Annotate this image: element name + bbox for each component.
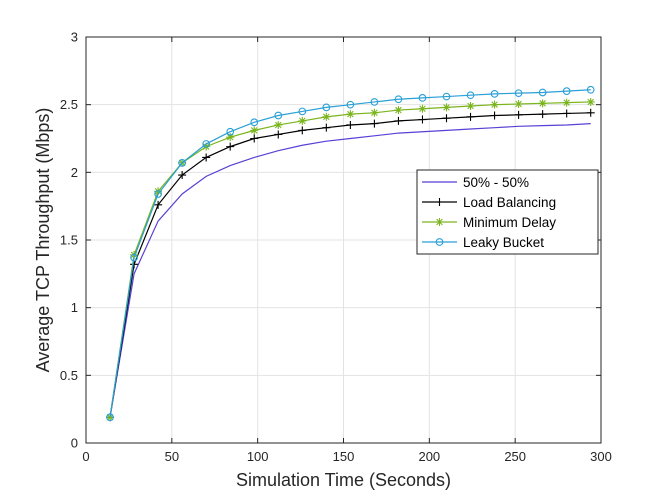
data-point: [490, 100, 499, 109]
data-point: [466, 112, 475, 121]
data-point: [418, 104, 427, 113]
data-point: [298, 126, 307, 135]
data-point: [370, 108, 379, 117]
x-tick-label: 250: [504, 449, 526, 464]
data-point: [346, 110, 355, 119]
data-point: [178, 171, 187, 180]
legend-entry: Load Balancing: [422, 195, 556, 210]
series-1: [106, 108, 595, 422]
legend-marker: [435, 198, 444, 206]
series-2: [106, 97, 595, 422]
legend-label: 50% - 50%: [463, 175, 529, 190]
x-axis-title: Simulation Time (Seconds): [236, 470, 451, 490]
data-point: [346, 120, 355, 129]
data-point: [562, 87, 571, 95]
data-point: [394, 116, 403, 125]
data-point: [562, 98, 571, 107]
data-point: [538, 110, 547, 119]
legend-marker: [435, 218, 444, 226]
data-point: [442, 114, 451, 123]
series-layer: [106, 85, 595, 422]
data-point: [250, 134, 259, 143]
data-point: [226, 127, 235, 136]
data-point: [202, 153, 211, 162]
tick-labels: 0 50 100 150 200 250 300 0 0.5 1 1.5 2 2.5 3: [60, 30, 612, 465]
data-point: [106, 413, 114, 422]
data-point: [370, 119, 379, 128]
legend-entry: Minimum Delay: [422, 215, 556, 230]
series-line: [109, 89, 591, 418]
data-point: [538, 99, 547, 108]
data-point: [322, 123, 331, 132]
data-point: [442, 92, 451, 101]
data-point: [178, 159, 186, 167]
x-tick-label: 50: [165, 449, 179, 464]
legend-label: Leaky Bucket: [463, 235, 544, 250]
legend-entry: 50% - 50%: [422, 175, 529, 190]
data-point: [586, 108, 595, 117]
data-point: [466, 91, 475, 100]
data-point: [514, 89, 523, 98]
data-point: [154, 190, 162, 198]
data-point: [370, 98, 379, 106]
data-point: [586, 97, 595, 106]
data-point: [322, 112, 331, 121]
data-point: [298, 107, 307, 116]
data-point: [154, 187, 163, 196]
data-point: [274, 130, 283, 139]
data-point: [514, 99, 523, 108]
data-point: [130, 253, 138, 262]
y-tick-label: 0.5: [60, 368, 78, 383]
y-tick-label: 0: [71, 436, 78, 451]
series-3: [106, 85, 595, 422]
data-point: [346, 100, 355, 109]
data-point: [466, 102, 475, 111]
y-tick-label: 2.5: [60, 97, 78, 112]
data-point: [226, 133, 235, 142]
data-point: [490, 111, 499, 120]
y-axis-title: Average TCP Throughput (Mbps): [33, 108, 53, 373]
legend-box: [416, 169, 599, 255]
data-point: [250, 126, 259, 135]
x-tick-label: 300: [590, 449, 612, 464]
y-tick-label: 1: [71, 300, 78, 315]
data-point: [298, 116, 307, 125]
data-point: [130, 260, 139, 269]
data-point: [226, 142, 235, 151]
data-point: [322, 103, 331, 112]
data-point: [130, 250, 139, 259]
legend-entry: Leaky Bucket: [422, 235, 544, 250]
legend-label: Load Balancing: [463, 195, 556, 210]
data-point: [394, 106, 403, 115]
x-tick-label: 0: [82, 449, 89, 464]
y-tick-label: 1.5: [60, 233, 78, 248]
series-0: [109, 123, 591, 418]
x-tick-label: 200: [418, 449, 440, 464]
data-point: [418, 115, 427, 124]
data-point: [586, 85, 595, 94]
data-point: [394, 95, 403, 104]
data-point: [250, 118, 259, 127]
data-point: [274, 111, 283, 120]
data-point: [538, 88, 547, 97]
series-line: [109, 123, 591, 418]
data-point: [418, 94, 427, 102]
y-tick-label: 3: [71, 30, 78, 45]
data-point: [562, 109, 571, 118]
legend-marker: [435, 238, 444, 246]
data-point: [442, 103, 451, 112]
x-tick-label: 100: [247, 449, 269, 464]
data-point: [202, 142, 211, 151]
legend-label: Minimum Delay: [463, 215, 556, 230]
data-point: [202, 140, 211, 148]
x-tick-label: 150: [333, 449, 355, 464]
data-point: [514, 110, 523, 119]
data-point: [274, 120, 283, 129]
data-point: [490, 89, 499, 98]
y-tick-label: 2: [71, 165, 78, 180]
data-point: [154, 200, 163, 209]
legend: 50% - 50% Load Balancing Minimum Delay Leak…: [416, 169, 599, 255]
